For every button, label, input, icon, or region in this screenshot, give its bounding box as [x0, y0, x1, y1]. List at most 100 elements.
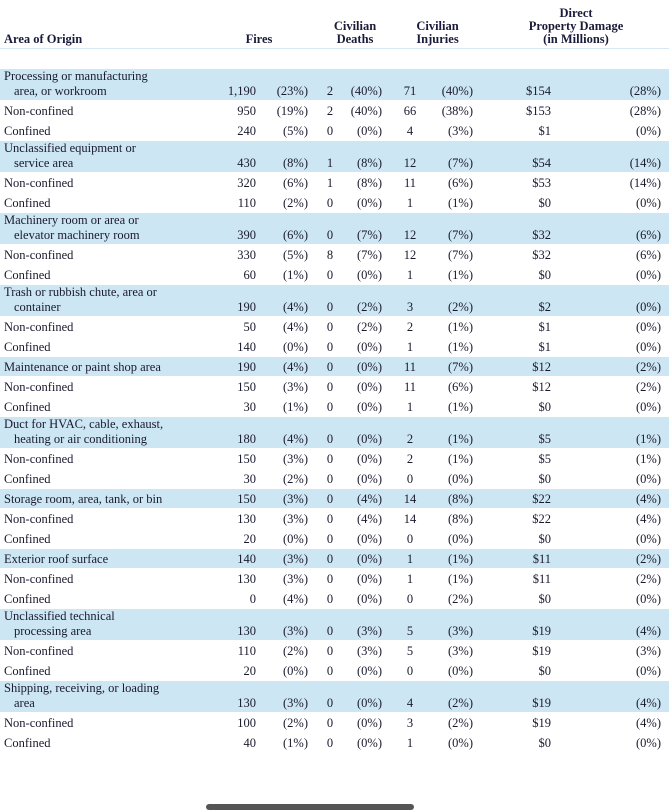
fires-percent: (0%) [260, 660, 318, 681]
table-row: Machinery room or area or elevator machin… [0, 212, 669, 245]
deaths-count: 8 [318, 244, 342, 265]
area-label: Non-confined [4, 511, 74, 526]
deaths-percent: (2%) [342, 316, 392, 337]
deaths-percent: (7%) [342, 244, 392, 265]
deaths-count: 0 [318, 712, 342, 733]
table-row: Non-confined 100 (2%) 0 (0%) 3 (2%) $19 (4%) [0, 712, 669, 733]
area-label: Confined [4, 471, 51, 486]
area-of-origin-cell: Confined [0, 192, 200, 213]
injuries-count: 2 [392, 416, 428, 449]
area-label: Non-confined [4, 319, 74, 334]
table-row: Confined 0 (4%) 0 (0%) 0 (2%) $0 (0%) [0, 588, 669, 609]
injuries-percent: (1%) [428, 264, 483, 285]
injuries-count: 1 [392, 548, 428, 569]
header-damage-line2: Property Damage [528, 18, 624, 33]
table-row: Confined 140 (0%) 0 (0%) 1 (1%) $1 (0%) [0, 336, 669, 357]
fires-percent: (0%) [260, 336, 318, 357]
fires-count: 100 [200, 712, 260, 733]
area-of-origin-cell: Machinery room or area or elevator machin… [0, 212, 200, 245]
deaths-count: 0 [318, 192, 342, 213]
header-damage-line1: Direct [559, 5, 593, 20]
fires-count: 130 [200, 608, 260, 641]
damage-amount: $0 [483, 588, 555, 609]
deaths-percent: (0%) [342, 568, 392, 589]
deaths-percent: (0%) [342, 336, 392, 357]
table-row: Unclassified technical processing area 130… [0, 608, 669, 641]
table-row: Exterior roof surface 140 (3%) 0 (0%) 1 (1%) $1… [0, 548, 669, 569]
area-label-continued: elevator machinery room [14, 227, 140, 242]
damage-percent: (0%) [555, 336, 669, 357]
fires-count: 140 [200, 548, 260, 569]
fires-percent: (2%) [260, 712, 318, 733]
area-of-origin-cell: Confined [0, 528, 200, 549]
injuries-percent: (3%) [428, 120, 483, 141]
fires-percent: (3%) [260, 568, 318, 589]
deaths-percent: (0%) [342, 712, 392, 733]
horizontal-scrollbar[interactable] [206, 804, 414, 810]
fires-count: 430 [200, 140, 260, 173]
fires-count: 130 [200, 568, 260, 589]
fires-percent: (1%) [260, 264, 318, 285]
deaths-percent: (8%) [342, 140, 392, 173]
area-of-origin-cell: Non-confined [0, 448, 200, 469]
deaths-count: 0 [318, 640, 342, 661]
fires-count: 0 [200, 588, 260, 609]
injuries-percent: (2%) [428, 284, 483, 317]
injuries-count: 1 [392, 396, 428, 417]
injuries-count: 4 [392, 680, 428, 713]
deaths-count: 0 [318, 396, 342, 417]
damage-amount: $5 [483, 416, 555, 449]
damage-amount: $154 [483, 68, 555, 101]
damage-amount: $12 [483, 376, 555, 397]
area-of-origin-cell: Maintenance or paint shop area [0, 356, 200, 377]
deaths-percent: (0%) [342, 548, 392, 569]
deaths-percent: (40%) [342, 100, 392, 121]
damage-percent: (4%) [555, 680, 669, 713]
damage-amount: $32 [483, 244, 555, 265]
deaths-percent: (0%) [342, 680, 392, 713]
damage-amount: $22 [483, 488, 555, 509]
area-label: Shipping, receiving, or loading [4, 680, 160, 695]
area-label: Non-confined [4, 715, 74, 730]
header-injuries-line2: Injuries [416, 31, 459, 46]
fires-percent: (1%) [260, 732, 318, 753]
area-of-origin-cell: Processing or manufacturing area, or work… [0, 68, 200, 101]
injuries-percent: (40%) [428, 68, 483, 101]
area-label: Exterior roof surface [4, 551, 109, 566]
table-row: Non-confined 110 (2%) 0 (3%) 5 (3%) $19 (3%) [0, 640, 669, 661]
fires-count: 950 [200, 100, 260, 121]
table-row: Confined 30 (2%) 0 (0%) 0 (0%) $0 (0%) [0, 468, 669, 489]
damage-percent: (4%) [555, 608, 669, 641]
damage-amount: $0 [483, 468, 555, 489]
area-of-origin-cell: Confined [0, 264, 200, 285]
deaths-count: 0 [318, 528, 342, 549]
area-of-origin-cell: Storage room, area, tank, or bin [0, 488, 200, 509]
deaths-count: 0 [318, 732, 342, 753]
fires-count: 320 [200, 172, 260, 193]
injuries-percent: (3%) [428, 640, 483, 661]
area-label: Non-confined [4, 175, 74, 190]
table-row: Trash or rubbish chute, area or container… [0, 284, 669, 317]
injuries-percent: (7%) [428, 356, 483, 377]
damage-amount: $53 [483, 172, 555, 193]
injuries-percent: (1%) [428, 316, 483, 337]
deaths-count: 1 [318, 140, 342, 173]
fires-count: 110 [200, 640, 260, 661]
area-label-continued: heating or air conditioning [14, 431, 147, 446]
deaths-count: 0 [318, 608, 342, 641]
deaths-count: 0 [318, 264, 342, 285]
damage-percent: (14%) [555, 172, 669, 193]
injuries-percent: (1%) [428, 568, 483, 589]
fires-percent: (3%) [260, 548, 318, 569]
injuries-percent: (7%) [428, 244, 483, 265]
table-row: Confined 20 (0%) 0 (0%) 0 (0%) $0 (0%) [0, 528, 669, 549]
fires-percent: (1%) [260, 396, 318, 417]
deaths-percent: (8%) [342, 172, 392, 193]
damage-amount: $22 [483, 508, 555, 529]
damage-percent: (28%) [555, 100, 669, 121]
header-deaths-line2: Deaths [336, 31, 374, 46]
injuries-count: 1 [392, 336, 428, 357]
deaths-count: 0 [318, 548, 342, 569]
area-of-origin-cell: Non-confined [0, 316, 200, 337]
fires-count: 40 [200, 732, 260, 753]
